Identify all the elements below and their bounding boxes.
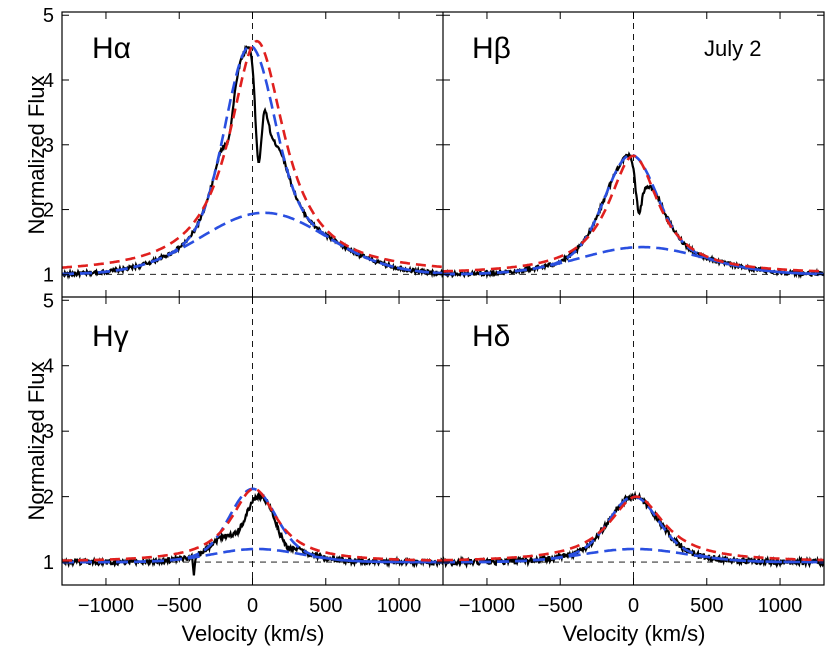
x-tick-label: −1000	[459, 595, 515, 617]
panel-label-h-alpha: Hα	[92, 32, 131, 65]
y-tick-label: 5	[43, 5, 54, 27]
model-fit-h-alpha	[62, 39, 443, 269]
gaussian-fit-h-alpha	[62, 44, 443, 276]
y-tick-label: 2	[43, 200, 54, 222]
y-tick-label: 3	[43, 135, 54, 157]
y-tick-label: 4	[43, 70, 54, 92]
y-tick-label: 1	[43, 264, 54, 286]
date-label: July 2	[704, 36, 761, 61]
panel-h-delta: Hδ	[443, 297, 824, 585]
x-axis-title-right: Velocity (km/s)	[562, 621, 705, 646]
x-tick-label: −500	[157, 595, 202, 617]
y-axis-title-bottom: Normalized Flux	[24, 362, 49, 521]
model-fit-h-delta	[443, 495, 824, 562]
x-tick-label: −1000	[78, 595, 134, 617]
x-tick-label: 1000	[377, 595, 422, 617]
x-tick-label: 0	[247, 595, 258, 617]
y-tick-label: 3	[43, 421, 54, 443]
x-tick-label: 500	[690, 595, 723, 617]
panel-label-h-beta: Hβ	[472, 32, 511, 65]
y-tick-label: 5	[43, 290, 54, 312]
x-tick-label: −500	[538, 595, 583, 617]
axis-ticks: 1 2 3 4 5 −1000 −500 0 500 1000 1 2 3 4 5 −1000 −500 0 500…	[43, 5, 824, 617]
panel-h-gamma: Hγ	[62, 297, 443, 585]
panel-h-beta: Hβ	[443, 12, 824, 297]
model-fit-h-beta	[443, 154, 824, 273]
y-tick-label: 2	[43, 487, 54, 509]
gaussian-fit-h-gamma	[62, 487, 443, 564]
panel-label-h-gamma: Hγ	[92, 320, 129, 353]
y-tick-label: 4	[43, 356, 54, 378]
panel-h-alpha: Hα July 2	[62, 12, 761, 297]
y-tick-label: 1	[43, 552, 54, 574]
model-fit-h-gamma	[62, 487, 443, 562]
x-tick-label: 500	[309, 595, 342, 617]
y-axis-title-top: Normalized Flux	[24, 76, 49, 235]
x-tick-label: 1000	[758, 595, 803, 617]
x-tick-label: 0	[628, 595, 639, 617]
x-axis-title-left: Velocity (km/s)	[181, 621, 324, 646]
panel-label-h-delta: Hδ	[472, 320, 510, 353]
